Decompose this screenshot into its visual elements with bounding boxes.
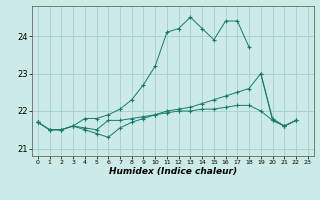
X-axis label: Humidex (Indice chaleur): Humidex (Indice chaleur): [109, 167, 237, 176]
